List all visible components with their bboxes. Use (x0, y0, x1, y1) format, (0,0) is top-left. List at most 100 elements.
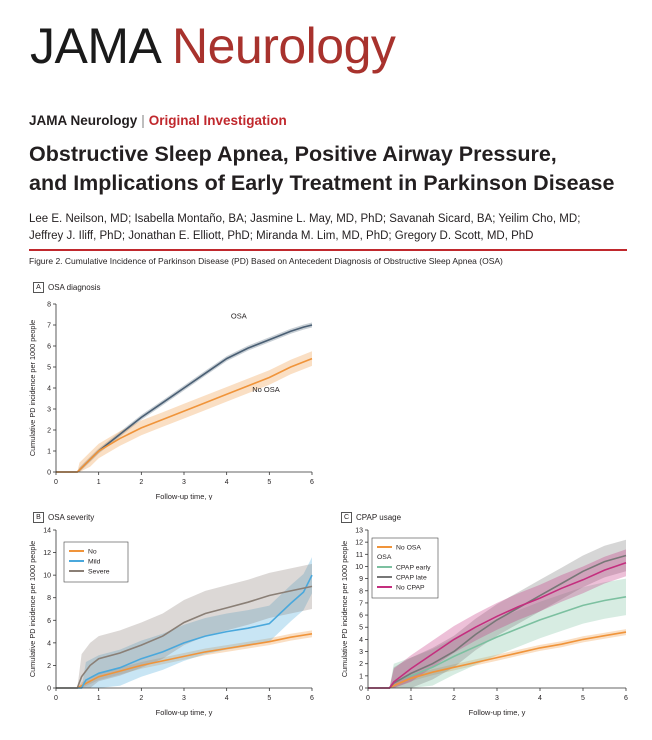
y-tick-label: 7 (359, 600, 363, 607)
legend-label-cpap-late: CPAP late (396, 575, 427, 582)
series-line-cpap-late (368, 554, 627, 689)
logo-jama: JAMA (30, 18, 159, 74)
x-tick-label: 0 (54, 479, 58, 486)
article-title: Obstructive Sleep Apnea, Positive Airway… (29, 140, 629, 198)
x-tick-label: 5 (581, 695, 585, 702)
series-line-severe (56, 585, 313, 689)
y-tick-label: 0 (359, 686, 363, 693)
y-tick-label: 4 (47, 386, 51, 393)
y-tick-label: 1 (359, 673, 363, 680)
y-tick-label: 0 (47, 686, 51, 693)
ci-band-severe (56, 563, 312, 688)
series-line-no-osa (368, 631, 627, 689)
y-tick-label: 3 (359, 649, 363, 656)
series-line-no-osa (56, 357, 313, 473)
legend-label-no-cpap: No CPAP (396, 585, 425, 592)
authors-line-1: Lee E. Neilson, MD; Isabella Montaño, BA… (29, 213, 581, 225)
y-tick-label: 14 (43, 528, 51, 535)
panel-b-letter: B (33, 512, 44, 523)
y-tick-label: 5 (47, 365, 51, 372)
x-tick-label: 0 (54, 695, 58, 702)
x-tick-label: 4 (225, 479, 229, 486)
x-tick-label: 2 (452, 695, 456, 702)
legend-label-cpap-early: CPAP early (396, 565, 431, 572)
x-tick-label: 3 (182, 479, 186, 486)
figure-divider (29, 249, 627, 251)
panel-b-title: OSA severity (48, 513, 95, 522)
series-line-no-cpap (368, 562, 627, 689)
panel-c-title: CPAP usage (356, 513, 402, 522)
panel-a-title: OSA diagnosis (48, 283, 101, 292)
y-tick-label: 5 (359, 625, 363, 632)
y-tick-label: 11 (356, 552, 363, 559)
series-label-osa: OSA (231, 312, 247, 321)
y-tick-label: 8 (359, 588, 363, 595)
header-separator: | (141, 113, 145, 128)
y-tick-label: 10 (355, 564, 363, 571)
x-tick-label: 1 (409, 695, 413, 702)
legend-label-no-osa: No OSA (396, 545, 421, 552)
x-tick-label: 6 (310, 695, 314, 702)
legend-label-severe: Severe (88, 569, 110, 576)
panel-c-label: C CPAP usage (341, 512, 401, 523)
y-tick-label: 4 (359, 637, 363, 644)
y-tick-label: 12 (355, 540, 363, 547)
x-axis-label: Follow-up time, y (469, 708, 526, 717)
x-tick-label: 5 (267, 479, 271, 486)
journal-name: JAMA Neurology (29, 113, 138, 128)
y-axis-label: Cumulative PD incidence per 1000 people (340, 541, 349, 677)
journal-logo: JAMA Neurology (30, 16, 396, 76)
figure-caption: Figure 2. Cumulative Incidence of Parkin… (29, 256, 503, 266)
x-tick-label: 0 (366, 695, 370, 702)
y-tick-label: 2 (359, 661, 363, 668)
legend-header: OSA (377, 554, 392, 561)
author-list: Lee E. Neilson, MD; Isabella Montaño, BA… (29, 211, 629, 245)
y-tick-label: 0 (47, 470, 51, 477)
article-type: Original Investigation (148, 113, 287, 128)
authors-line-2: Jeffrey J. Iliff, PhD; Jonathan E. Ellio… (29, 230, 534, 242)
y-tick-label: 13 (355, 528, 363, 535)
y-tick-label: 4 (47, 640, 51, 647)
y-tick-label: 12 (43, 550, 51, 557)
y-tick-label: 2 (47, 428, 51, 435)
title-line-1: Obstructive Sleep Apnea, Positive Airway… (29, 142, 557, 166)
y-tick-label: 6 (359, 613, 363, 620)
y-axis-label: Cumulative PD incidence per 1000 people (28, 320, 37, 456)
x-tick-label: 1 (97, 479, 101, 486)
x-tick-label: 1 (97, 695, 101, 702)
y-tick-label: 6 (47, 344, 51, 351)
article-header: JAMA Neurology | Original Investigation (29, 113, 287, 128)
series-label-no-osa: No OSA (252, 385, 280, 394)
y-tick-label: 8 (47, 595, 51, 602)
legend-label-mild: Mild (88, 559, 101, 566)
panel-a-label: A OSA diagnosis (33, 282, 100, 293)
chart-osa-diagnosis: 0 1 2 3 4 5 6 0 1 2 3 4 5 6 7 8 Follow-up time, y Cumulat… (28, 302, 314, 501)
logo-neurology: Neurology (172, 18, 396, 74)
legend-label-no: No (88, 549, 97, 556)
x-tick-label: 5 (267, 695, 271, 702)
y-tick-label: 9 (359, 576, 363, 583)
title-line-2: and Implications of Early Treatment in P… (29, 171, 615, 195)
x-axis-label: Follow-up time, y (156, 708, 213, 717)
panel-a-letter: A (33, 282, 44, 293)
x-tick-label: 6 (310, 479, 314, 486)
x-axis-label: Follow-up time, y (156, 492, 213, 500)
x-tick-label: 2 (139, 695, 143, 702)
y-tick-label: 7 (47, 323, 51, 330)
y-tick-label: 6 (47, 618, 51, 625)
y-tick-label: 2 (47, 663, 51, 670)
x-tick-label: 3 (495, 695, 499, 702)
y-axis-label: Cumulative PD incidence per 1000 people (28, 541, 37, 677)
x-tick-label: 4 (225, 695, 229, 702)
x-tick-label: 6 (624, 695, 628, 702)
ci-band-mild (56, 557, 312, 688)
y-tick-label: 1 (47, 449, 51, 456)
ci-band-cpap-early (368, 578, 626, 688)
y-tick-label: 3 (47, 407, 51, 414)
x-tick-label: 3 (182, 695, 186, 702)
y-tick-label: 10 (43, 573, 51, 580)
panel-b-label: B OSA severity (33, 512, 94, 523)
x-tick-label: 2 (139, 479, 143, 486)
